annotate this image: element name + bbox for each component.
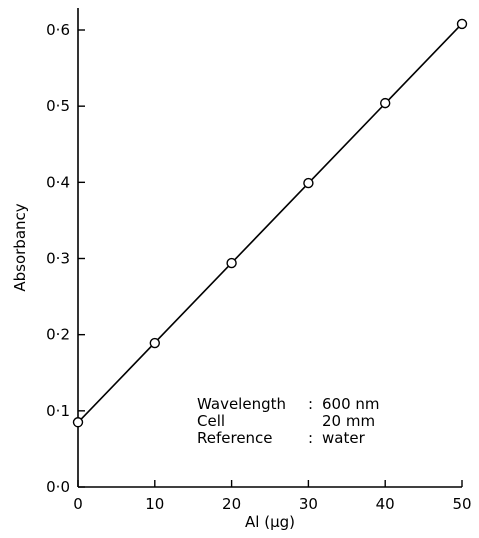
x-tick-label: 10: [145, 495, 164, 513]
y-axis-title: Absorbancy: [11, 203, 29, 291]
x-axis-title: Al (μg): [245, 513, 295, 531]
y-tick-label: 0·2: [46, 326, 70, 344]
data-point: [380, 97, 391, 109]
y-tick-label: 0·0: [46, 478, 70, 496]
annotation-key-cell: Cell: [197, 412, 225, 430]
y-tick-label: 0·5: [46, 97, 70, 115]
x-axis-ticks: 0 10 20 30 40 50: [73, 480, 472, 513]
annotation-box: Wavelength : 600 nm Cell 20 mm Reference…: [197, 395, 380, 447]
data-point: [72, 417, 84, 428]
data-point: [149, 337, 161, 349]
annotation-key-wavelength: Wavelength: [197, 395, 286, 413]
annotation-value-reference: water: [322, 429, 366, 447]
annotation-sep-reference: :: [308, 429, 313, 447]
y-tick-label: 0·3: [46, 250, 70, 268]
data-point: [303, 177, 314, 189]
x-tick-label: 30: [299, 495, 318, 513]
y-axis-ticks: 0·0 0·1 0·2 0·3 0·4 0·5 0·6: [46, 21, 85, 496]
x-tick-label: 20: [222, 495, 241, 513]
data-point: [456, 18, 468, 30]
series: [72, 18, 468, 428]
x-tick-label: 40: [376, 495, 395, 513]
data-point: [226, 257, 237, 269]
fit-line: [77, 23, 463, 424]
x-tick-label: 50: [452, 495, 471, 513]
annotation-sep-wavelength: :: [308, 395, 313, 413]
y-tick-label: 0·1: [46, 402, 70, 420]
annotation-value-cell: 20 mm: [322, 412, 375, 430]
x-tick-label: 0: [73, 495, 83, 513]
annotation-key-reference: Reference: [197, 429, 273, 447]
y-tick-label: 0·6: [46, 21, 70, 39]
annotation-value-wavelength: 600 nm: [322, 395, 380, 413]
axes: [77, 8, 462, 488]
y-tick-label: 0·4: [46, 173, 70, 191]
